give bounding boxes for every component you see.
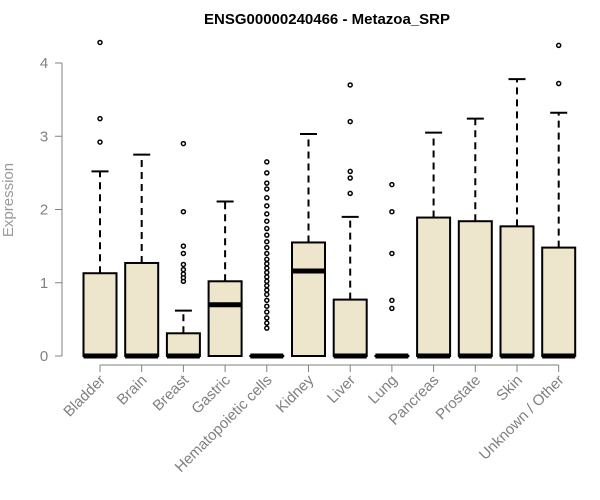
outlier-point xyxy=(389,181,395,188)
outlier-point xyxy=(264,225,270,232)
y-tick-label: 0 xyxy=(40,348,48,365)
chart-title: ENSG00000240466 - Metazoa_SRP xyxy=(204,11,450,28)
box-kidney xyxy=(291,133,326,357)
box-liver xyxy=(332,82,368,359)
outlier-point xyxy=(264,309,270,315)
outlier-point xyxy=(264,278,270,285)
outlier-point xyxy=(389,297,395,304)
outlier-point xyxy=(264,238,270,245)
box-gastric xyxy=(207,200,243,357)
box-rect xyxy=(541,246,577,357)
box-rect xyxy=(416,216,452,357)
outlier-point xyxy=(347,190,353,197)
outlier-point xyxy=(347,82,353,88)
x-tick-label: Lung xyxy=(365,372,401,408)
box-prostate xyxy=(457,117,493,359)
outlier-point xyxy=(389,208,395,215)
x-tick-label: Brain xyxy=(114,372,151,409)
outlier-point xyxy=(180,261,187,268)
outlier-point xyxy=(264,203,270,209)
boxes-layer xyxy=(82,39,577,359)
outlier-point xyxy=(264,211,270,217)
box-lung xyxy=(374,181,410,359)
outlier-point xyxy=(180,243,187,249)
outlier-point xyxy=(264,195,270,201)
outlier-point xyxy=(264,180,270,186)
outlier-point xyxy=(264,303,270,309)
outlier-point xyxy=(97,115,103,122)
outlier-point xyxy=(264,218,270,224)
x-tick-label: Bladder xyxy=(60,372,109,421)
outlier-point xyxy=(389,250,395,257)
outlier-point xyxy=(97,39,103,46)
outlier-point xyxy=(264,291,270,298)
box-hematopoietic-cells xyxy=(249,159,285,359)
outlier-point xyxy=(180,266,187,273)
outlier-point xyxy=(264,269,270,276)
outlier-point xyxy=(264,274,270,280)
box-brain xyxy=(124,153,160,359)
box-rect xyxy=(82,272,118,358)
x-tick-label: Prostate xyxy=(433,372,485,424)
y-tick-label: 4 xyxy=(40,55,48,72)
outlier-point xyxy=(389,305,395,312)
box-rect xyxy=(291,241,326,357)
outlier-point xyxy=(264,320,270,326)
y-axis-label: Expression xyxy=(0,163,17,237)
outlier-point xyxy=(555,42,562,49)
outlier-point xyxy=(264,282,270,289)
box-rect xyxy=(499,225,535,357)
x-tick-label: Kidney xyxy=(273,371,318,416)
box-rect xyxy=(124,261,160,357)
outlier-point xyxy=(264,256,270,263)
box-skin xyxy=(499,78,535,359)
outlier-point xyxy=(180,208,187,215)
y-tick-label: 3 xyxy=(40,128,48,145)
outlier-point xyxy=(180,140,187,147)
outlier-point xyxy=(347,168,353,175)
outlier-point xyxy=(264,244,270,251)
y-tick-label: 2 xyxy=(40,202,48,219)
outlier-point xyxy=(264,297,270,304)
outlier-point xyxy=(264,159,270,165)
box-unknown-other xyxy=(541,42,577,359)
outlier-point xyxy=(264,170,270,176)
box-bladder xyxy=(82,39,118,359)
outlier-point xyxy=(264,325,270,331)
outlier-point xyxy=(264,232,270,238)
x-tick-label: Liver xyxy=(324,372,359,407)
outlier-point xyxy=(97,139,103,145)
box-pancreas xyxy=(416,131,452,359)
outlier-point xyxy=(555,80,562,87)
outlier-point xyxy=(264,186,270,192)
outlier-point xyxy=(347,118,353,125)
box-rect xyxy=(457,220,493,357)
x-tick-label: Skin xyxy=(493,372,526,405)
outlier-point xyxy=(264,287,270,293)
outlier-point xyxy=(180,271,187,277)
y-tick-label: 1 xyxy=(40,275,48,292)
outlier-point xyxy=(180,250,187,257)
outlier-point xyxy=(347,175,353,181)
x-tick-label: Breast xyxy=(150,371,193,414)
box-breast xyxy=(165,140,201,359)
outlier-point xyxy=(264,260,270,267)
box-rect xyxy=(207,280,243,357)
outlier-point xyxy=(264,265,270,271)
box-rect xyxy=(165,332,201,358)
outlier-point xyxy=(264,315,270,321)
box-rect xyxy=(332,298,368,358)
y-axis: 0 1 2 3 4 xyxy=(40,55,63,365)
outlier-point xyxy=(264,250,270,257)
